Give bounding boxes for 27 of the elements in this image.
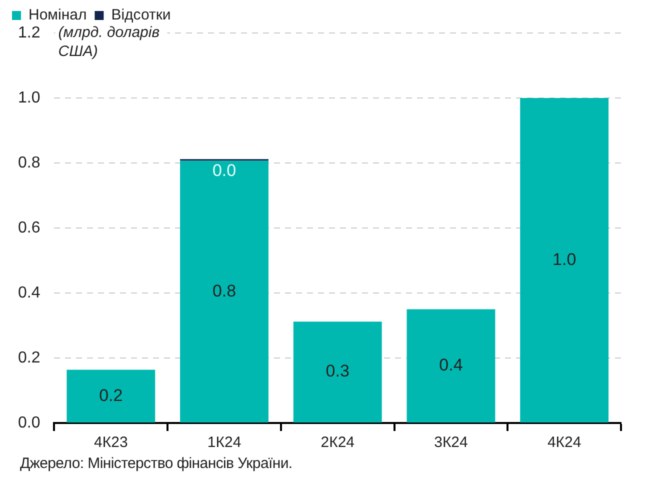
text: 0.0: [18, 414, 40, 432]
data-label: 1.0: [552, 250, 576, 269]
x-tick-label: 4К24: [547, 434, 582, 452]
y-axis-title: (млрд. доларів США): [58, 24, 160, 60]
text: 0.4: [18, 284, 40, 302]
bar: [293, 322, 382, 422]
data-label: 0.0: [212, 160, 236, 180]
legend-label: Номінал: [28, 6, 87, 24]
x-tick-label: 1К24: [207, 434, 242, 452]
bar: [66, 370, 156, 422]
data-label: 0.8: [212, 281, 236, 300]
data-label: 0.4: [439, 356, 463, 375]
x-tick-label: 3К24: [434, 434, 468, 452]
bar: [180, 160, 268, 422]
bar: [406, 309, 496, 422]
data-label: 0.3: [326, 362, 350, 381]
text: 1.0: [18, 89, 40, 106]
text: Джерело: Міністерство фінансів України.: [20, 455, 294, 472]
data-label: 0.2: [99, 386, 123, 405]
text: 1.2: [18, 24, 40, 42]
x-tick-label: 4К23: [94, 434, 128, 452]
x-tick-label: 2К24: [320, 434, 355, 452]
legend-label: Відсотки: [111, 6, 171, 24]
bar: [520, 98, 609, 422]
text: 0.2: [18, 349, 40, 366]
text: 0.6: [18, 219, 40, 236]
text: 0.8: [18, 154, 40, 172]
